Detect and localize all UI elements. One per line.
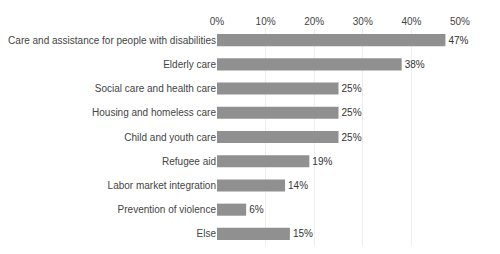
svg-text:Labor market integration: Labor market integration [108, 180, 216, 191]
svg-text:10%: 10% [256, 16, 276, 27]
svg-text:20%: 20% [304, 16, 324, 27]
svg-text:38%: 38% [405, 59, 425, 70]
svg-text:Housing and homeless care: Housing and homeless care [92, 107, 216, 118]
svg-text:Social care and health care: Social care and health care [95, 83, 217, 94]
svg-text:Child and youth care: Child and youth care [124, 132, 216, 143]
svg-text:47%: 47% [448, 35, 468, 46]
svg-text:Refugee aid: Refugee aid [162, 156, 216, 167]
svg-text:25%: 25% [342, 83, 362, 94]
svg-text:25%: 25% [342, 132, 362, 143]
svg-text:Prevention of violence: Prevention of violence [118, 204, 217, 215]
svg-text:Else: Else [197, 228, 217, 239]
svg-text:19%: 19% [312, 156, 332, 167]
svg-text:50%: 50% [450, 16, 470, 27]
svg-text:Care and assistance for people: Care and assistance for people with disa… [8, 35, 216, 46]
svg-text:6%: 6% [249, 204, 264, 215]
svg-text:Elderly care: Elderly care [163, 59, 216, 70]
svg-text:40%: 40% [401, 16, 421, 27]
svg-text:30%: 30% [353, 16, 373, 27]
svg-text:0%: 0% [210, 16, 225, 27]
svg-text:14%: 14% [288, 180, 308, 191]
svg-text:25%: 25% [342, 107, 362, 118]
svg-text:15%: 15% [293, 228, 313, 239]
